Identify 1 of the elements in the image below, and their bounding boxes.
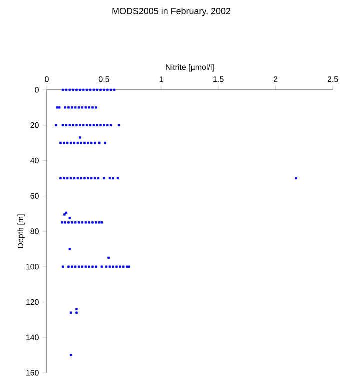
chart-title: MODS2005 in February, 2002	[112, 8, 231, 16]
